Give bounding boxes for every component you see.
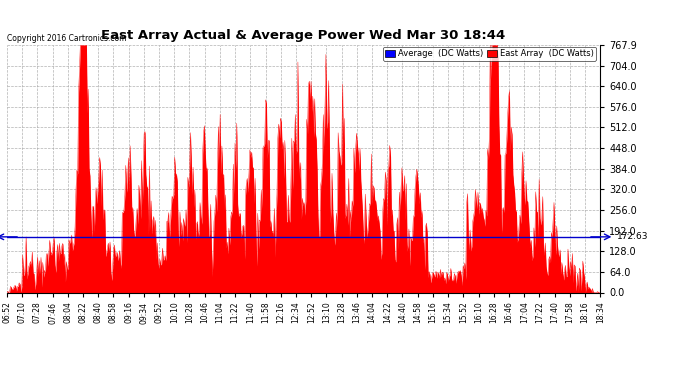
Text: Copyright 2016 Cartronics.com: Copyright 2016 Cartronics.com bbox=[7, 33, 126, 42]
Legend: Average  (DC Watts), East Array  (DC Watts): Average (DC Watts), East Array (DC Watts… bbox=[383, 47, 596, 61]
Title: East Array Actual & Average Power Wed Mar 30 18:44: East Array Actual & Average Power Wed Ma… bbox=[101, 30, 506, 42]
Text: 172.63: 172.63 bbox=[617, 232, 649, 242]
